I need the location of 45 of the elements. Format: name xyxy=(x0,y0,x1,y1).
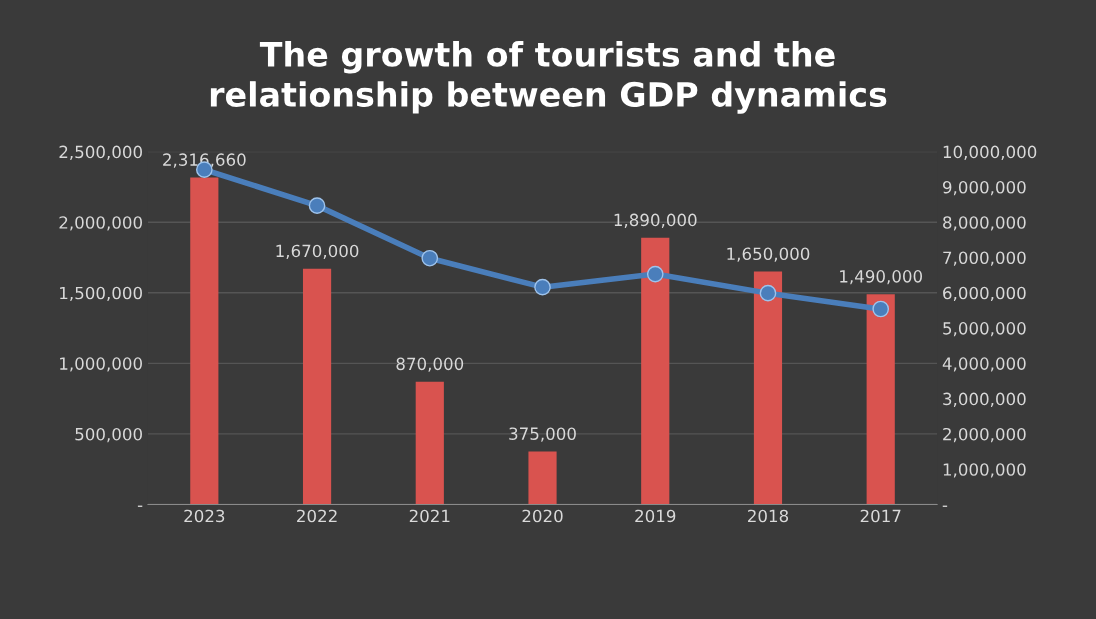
point xyxy=(421,249,439,267)
y2-tick-label: 7,000,000 xyxy=(943,251,1026,266)
y-tick-label: 2,000,000 xyxy=(59,216,142,231)
y2-tick-label: - xyxy=(942,505,948,507)
x-tick-label: 2021 xyxy=(409,509,450,523)
x-tick-label: 2023 xyxy=(184,509,225,523)
bar xyxy=(190,177,219,505)
data-label: 1,890,000 xyxy=(614,213,697,228)
data-label: 1,670,000 xyxy=(276,244,359,259)
bar xyxy=(528,451,557,505)
y2-tick-label: 4,000,000 xyxy=(942,357,1026,372)
y-tick-label: 2,500,000 xyxy=(59,145,142,160)
y2-tick-label: 2,000,000 xyxy=(943,427,1026,443)
x-tick-label: 2017 xyxy=(860,509,901,523)
y-tick-label: 500,000 xyxy=(75,427,142,443)
x-tick-label: 2022 xyxy=(297,509,337,523)
bar xyxy=(641,237,670,505)
y-tick-label: 1,000,000 xyxy=(60,357,142,372)
y2-tick-label: 1,000,000 xyxy=(943,463,1026,478)
data-label: 375,000 xyxy=(509,427,576,442)
data-label: 1,650,000 xyxy=(727,247,810,262)
bar xyxy=(753,271,783,505)
point xyxy=(646,265,664,283)
y2-tick-label: 10,000,000 xyxy=(943,145,1037,160)
y2-tick-label: 9,000,000 xyxy=(942,180,1026,196)
bar xyxy=(302,268,332,505)
data-label: 1,490,000 xyxy=(840,270,923,285)
point xyxy=(872,300,890,318)
bar xyxy=(866,294,895,505)
y-tick-label: 1,500,000 xyxy=(60,286,142,302)
y-tick-label: - xyxy=(137,505,143,507)
x-tick-label: 2018 xyxy=(748,509,789,523)
x-tick-label: 2019 xyxy=(635,509,676,523)
data-label: 2,316,660 xyxy=(163,153,246,168)
y2-tick-label: 6,000,000 xyxy=(943,286,1026,302)
chart-title: The growth of tourists and the relationship between GDP dynamics xyxy=(210,41,887,114)
data-label: 870,000 xyxy=(396,357,464,372)
x-tick-label: 2020 xyxy=(522,509,563,523)
point xyxy=(308,197,326,214)
y2-tick-label: 5,000,000 xyxy=(943,322,1026,337)
point xyxy=(759,284,777,302)
y2-tick-label: 3,000,000 xyxy=(943,392,1026,407)
point xyxy=(534,278,551,296)
bar xyxy=(415,381,444,505)
y2-tick-label: 8,000,000 xyxy=(943,216,1026,231)
